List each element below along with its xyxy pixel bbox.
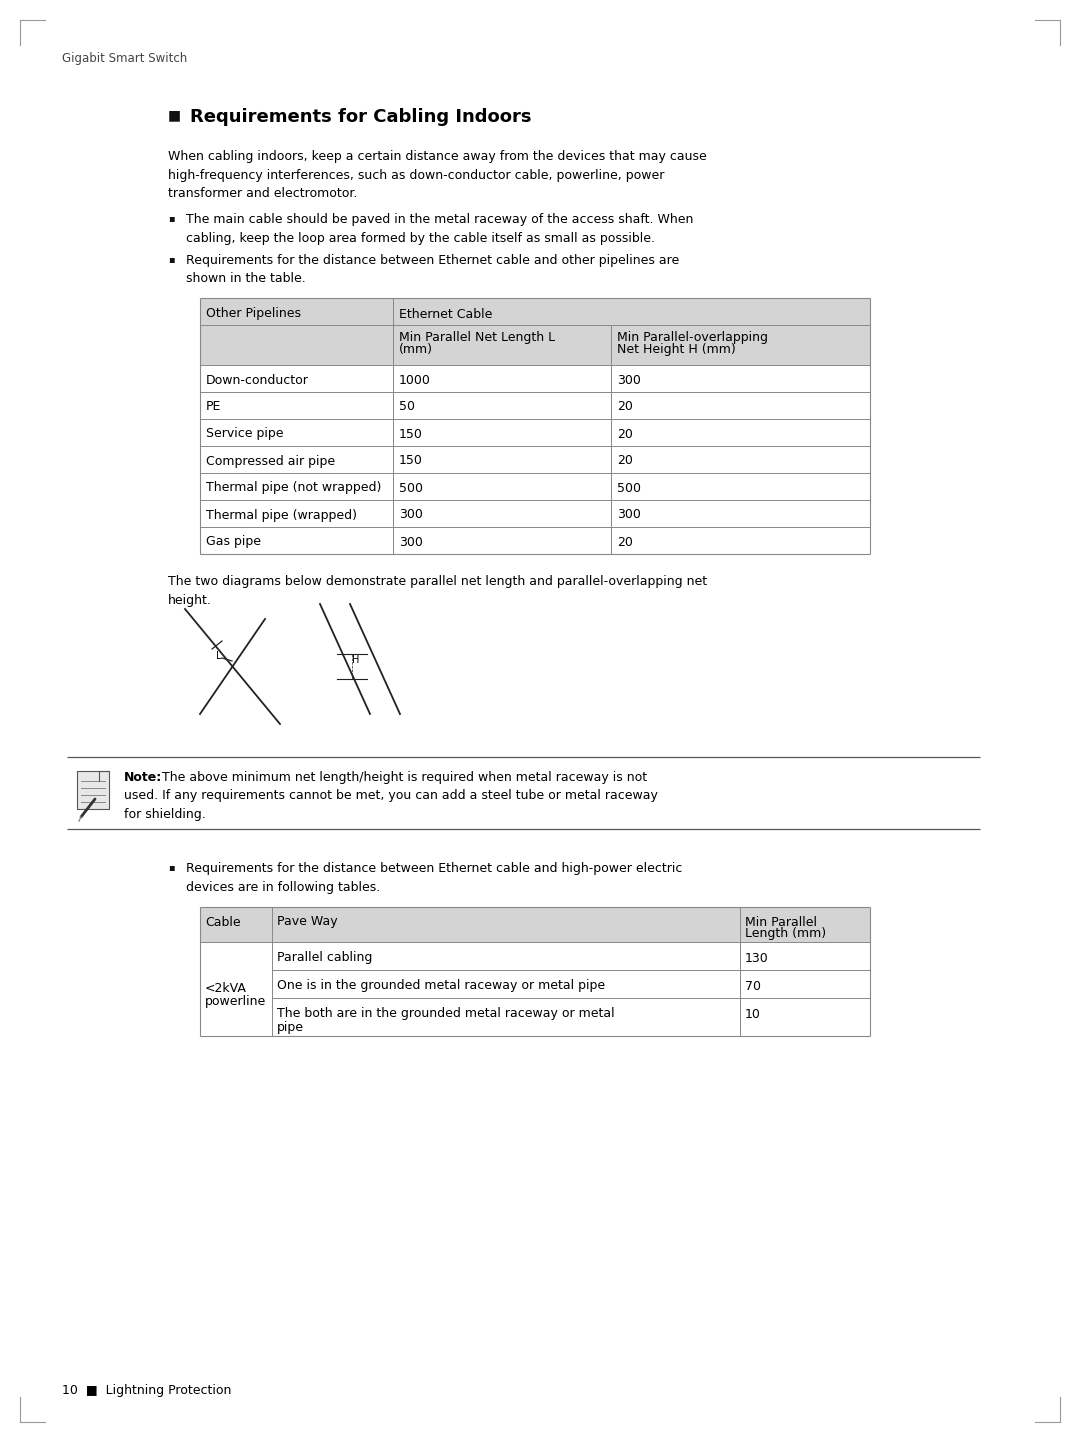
Text: Gigabit Smart Switch: Gigabit Smart Switch — [62, 52, 187, 65]
Text: 300: 300 — [399, 535, 423, 548]
Text: transformer and electromotor.: transformer and electromotor. — [168, 187, 357, 200]
Bar — [200, 907, 870, 942]
Text: ▪: ▪ — [168, 213, 175, 224]
Text: Min Parallel Net Length L: Min Parallel Net Length L — [399, 330, 555, 343]
Text: 10: 10 — [745, 1008, 761, 1021]
Text: Cable: Cable — [205, 916, 241, 929]
Text: devices are in following tables.: devices are in following tables. — [186, 881, 380, 894]
Text: 130: 130 — [745, 952, 769, 965]
Text: pipe: pipe — [276, 1021, 303, 1034]
Text: 20: 20 — [617, 535, 633, 548]
Text: One is in the grounded metal raceway or metal pipe: One is in the grounded metal raceway or … — [276, 979, 605, 992]
Text: <2kVA: <2kVA — [205, 982, 247, 995]
Text: used. If any requirements cannot be met, you can add a steel tube or metal racew: used. If any requirements cannot be met,… — [124, 790, 658, 803]
Text: 150: 150 — [399, 427, 423, 440]
Bar — [77, 771, 109, 809]
Text: Other Pipelines: Other Pipelines — [206, 307, 301, 320]
Text: 10  ■  Lightning Protection: 10 ■ Lightning Protection — [62, 1384, 231, 1397]
Text: The two diagrams below demonstrate parallel net length and parallel-overlapping : The two diagrams below demonstrate paral… — [168, 575, 707, 588]
Bar — [200, 324, 870, 365]
Text: The above minimum net length/height is required when metal raceway is not: The above minimum net length/height is r… — [158, 771, 647, 784]
Text: 500: 500 — [617, 482, 642, 495]
Text: 300: 300 — [617, 509, 640, 522]
Text: Length (mm): Length (mm) — [745, 927, 826, 940]
Text: 1000: 1000 — [399, 373, 431, 386]
Text: Min Parallel-overlapping: Min Parallel-overlapping — [617, 330, 768, 343]
Text: (mm): (mm) — [399, 343, 433, 356]
Text: H: H — [352, 655, 360, 665]
Text: When cabling indoors, keep a certain distance away from the devices that may cau: When cabling indoors, keep a certain dis… — [168, 150, 706, 163]
Text: for shielding.: for shielding. — [124, 808, 206, 820]
Text: cabling, keep the loop area formed by the cable itself as small as possible.: cabling, keep the loop area formed by th… — [186, 232, 654, 245]
Text: high-frequency interferences, such as down-conductor cable, powerline, power: high-frequency interferences, such as do… — [168, 169, 664, 182]
Text: ▪: ▪ — [168, 862, 175, 872]
Text: height.: height. — [168, 594, 212, 607]
Text: 20: 20 — [617, 401, 633, 414]
Text: Service pipe: Service pipe — [206, 427, 283, 440]
Text: 20: 20 — [617, 427, 633, 440]
Text: The both are in the grounded metal raceway or metal: The both are in the grounded metal racew… — [276, 1008, 615, 1021]
Text: Gas pipe: Gas pipe — [206, 535, 261, 548]
Text: Ethernet Cable: Ethernet Cable — [399, 307, 492, 320]
Text: Requirements for the distance between Ethernet cable and other pipelines are: Requirements for the distance between Et… — [186, 254, 679, 267]
Text: 150: 150 — [399, 454, 423, 467]
Text: L: L — [216, 650, 221, 660]
Text: Compressed air pipe: Compressed air pipe — [206, 454, 335, 467]
Text: 300: 300 — [399, 509, 423, 522]
Text: 500: 500 — [399, 482, 423, 495]
Text: ▪: ▪ — [168, 254, 175, 264]
Text: ■: ■ — [168, 108, 181, 123]
Text: Note:: Note: — [124, 771, 162, 784]
Bar — [200, 297, 870, 324]
Text: Thermal pipe (wrapped): Thermal pipe (wrapped) — [206, 509, 357, 522]
Text: Thermal pipe (not wrapped): Thermal pipe (not wrapped) — [206, 482, 381, 495]
Text: shown in the table.: shown in the table. — [186, 273, 306, 286]
Text: 50: 50 — [399, 401, 415, 414]
Text: powerline: powerline — [205, 995, 267, 1008]
Text: Down-conductor: Down-conductor — [206, 373, 309, 386]
Text: PE: PE — [206, 401, 221, 414]
Text: 300: 300 — [617, 373, 640, 386]
Text: 70: 70 — [745, 979, 761, 992]
Text: Parallel cabling: Parallel cabling — [276, 952, 373, 965]
Text: 20: 20 — [617, 454, 633, 467]
Text: Pave Way: Pave Way — [276, 916, 338, 929]
Text: Requirements for the distance between Ethernet cable and high-power electric: Requirements for the distance between Et… — [186, 862, 683, 875]
Text: Net Height H (mm): Net Height H (mm) — [617, 343, 735, 356]
Text: The main cable should be paved in the metal raceway of the access shaft. When: The main cable should be paved in the me… — [186, 213, 693, 226]
Text: Min Parallel: Min Parallel — [745, 916, 816, 929]
Text: Requirements for Cabling Indoors: Requirements for Cabling Indoors — [190, 108, 531, 125]
